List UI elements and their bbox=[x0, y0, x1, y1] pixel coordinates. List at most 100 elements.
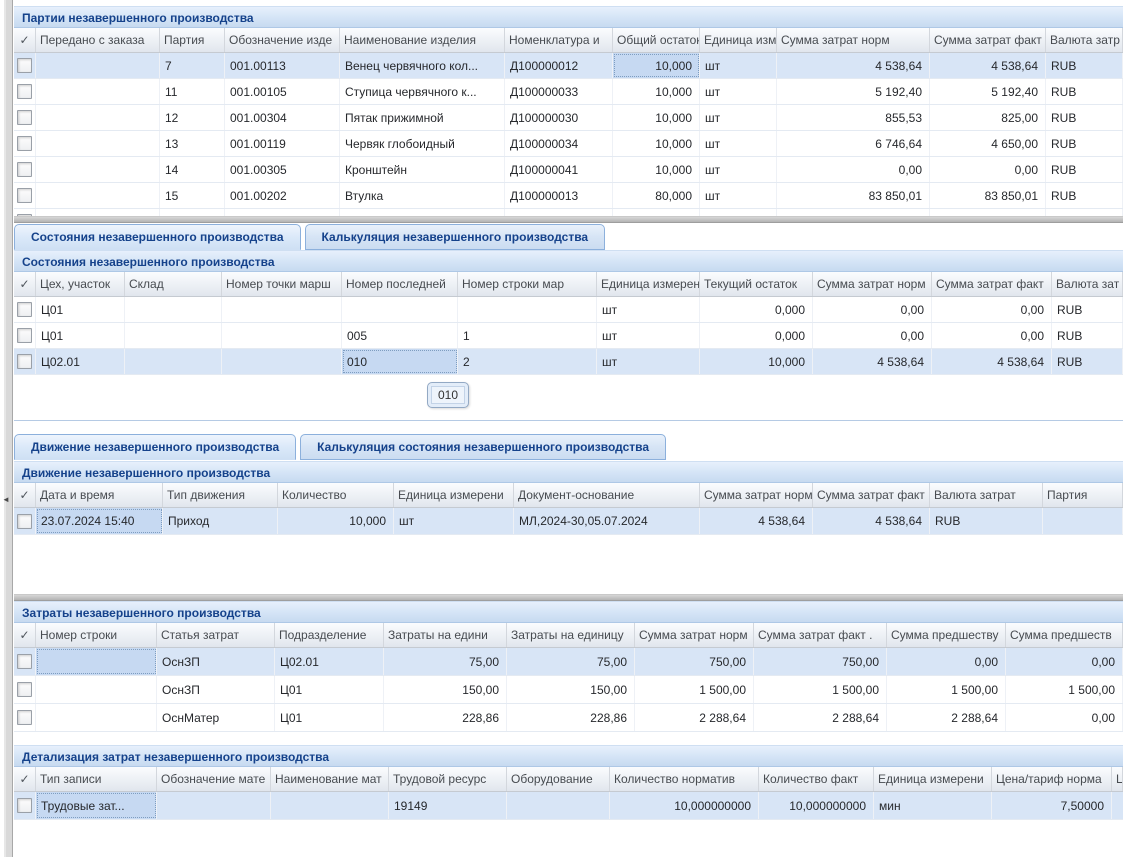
column-header[interactable]: Единица измерени bbox=[874, 767, 992, 791]
cell[interactable]: шт bbox=[700, 53, 777, 78]
cell[interactable]: 0,00 bbox=[932, 297, 1052, 322]
column-header[interactable]: Партия bbox=[160, 28, 225, 52]
cell[interactable]: 4 650,00 bbox=[930, 131, 1046, 156]
column-header[interactable]: Затраты на едини bbox=[384, 623, 507, 647]
select-all-header[interactable]: ✓ bbox=[14, 623, 36, 647]
cell[interactable]: 14 bbox=[160, 157, 225, 182]
cell[interactable]: 2 bbox=[458, 349, 597, 374]
cell[interactable]: 10,000000000 bbox=[610, 792, 759, 819]
cell[interactable] bbox=[342, 297, 458, 322]
table-row[interactable]: 7 001.00113 Венец червячного кол... Д100000… bbox=[14, 53, 1123, 79]
cell[interactable]: 0,00 bbox=[930, 157, 1046, 182]
table-row[interactable]: 12 001.00304 Пятак прижимной Д100000030 10,0… bbox=[14, 105, 1123, 131]
table-row[interactable]: Ц02.01 010 2 шт 10,000 4 538,64 4 538,64 RUB bbox=[14, 349, 1123, 375]
column-header[interactable]: Единица изм bbox=[700, 28, 777, 52]
cell[interactable]: 0,00 bbox=[813, 323, 932, 348]
column-header[interactable]: Валюта затрат bbox=[930, 483, 1043, 507]
cell[interactable]: RUB bbox=[1046, 105, 1123, 130]
table-row[interactable]: ОснЗП Ц01 150,00 150,00 1 500,00 1 500,00 1 50… bbox=[14, 676, 1123, 704]
row-checkbox[interactable] bbox=[17, 682, 32, 697]
cell[interactable]: 5 192,40 bbox=[777, 79, 930, 104]
cell[interactable]: 75,00 bbox=[507, 648, 635, 675]
cell[interactable]: 1 500,00 bbox=[887, 676, 1006, 703]
row-checkbox[interactable] bbox=[17, 136, 32, 151]
column-header[interactable]: Тип движения bbox=[163, 483, 278, 507]
cell[interactable]: 10,000 bbox=[613, 157, 700, 182]
column-header[interactable]: Подразделение bbox=[275, 623, 384, 647]
cell[interactable]: 7,50000 bbox=[992, 792, 1112, 819]
column-header[interactable]: Партия bbox=[1043, 483, 1123, 507]
column-header[interactable]: Валюта затр bbox=[1046, 28, 1123, 52]
select-all-header[interactable]: ✓ bbox=[14, 272, 36, 296]
column-header[interactable]: Номер строки мар bbox=[458, 272, 597, 296]
cell[interactable] bbox=[36, 648, 157, 675]
cell[interactable]: 150,00 bbox=[507, 676, 635, 703]
column-header[interactable]: Единица измерени bbox=[394, 483, 514, 507]
cell[interactable] bbox=[125, 349, 222, 374]
cell[interactable]: 83 850,01 bbox=[930, 183, 1046, 208]
cell[interactable] bbox=[1043, 508, 1123, 534]
row-checkbox[interactable] bbox=[17, 354, 32, 369]
column-header[interactable]: Склад bbox=[125, 272, 222, 296]
cell[interactable]: 13 bbox=[160, 131, 225, 156]
column-header[interactable]: Единица измерени bbox=[597, 272, 700, 296]
cell[interactable]: шт bbox=[700, 209, 777, 216]
cell[interactable]: шт bbox=[700, 105, 777, 130]
tab-wip-calculation[interactable]: Калькуляция незавершенного производства bbox=[304, 224, 606, 250]
cell[interactable]: 750,00 bbox=[754, 648, 887, 675]
column-header[interactable]: Текущий остаток bbox=[700, 272, 813, 296]
cell[interactable]: Ц02.01 bbox=[36, 349, 125, 374]
left-splitter-rail[interactable]: ◄ bbox=[0, 0, 13, 857]
cell[interactable]: Червяк глобоидный bbox=[340, 131, 505, 156]
cell[interactable]: 001.00305 bbox=[225, 157, 340, 182]
cell[interactable]: 23.07.2024 15:40 bbox=[36, 508, 163, 534]
table-row[interactable]: Ц01 005 1 шт 0,000 0,00 0,00 RUB bbox=[14, 323, 1123, 349]
cell[interactable]: шт bbox=[597, 349, 700, 374]
column-header[interactable]: Сумма затрат факт . bbox=[754, 623, 887, 647]
tab-wip-movement[interactable]: Движение незавершенного производства bbox=[14, 434, 297, 460]
cell[interactable]: 10,000000000 bbox=[759, 792, 874, 819]
cell[interactable] bbox=[458, 297, 597, 322]
column-header[interactable]: Количество норматив bbox=[610, 767, 759, 791]
row-checkbox[interactable] bbox=[17, 214, 32, 216]
cell[interactable]: 1 500,00 bbox=[754, 676, 887, 703]
cell[interactable]: 0,00 bbox=[932, 323, 1052, 348]
cell[interactable]: RUB bbox=[930, 508, 1043, 534]
row-checkbox[interactable] bbox=[17, 302, 32, 317]
cell[interactable]: 21 bbox=[160, 209, 225, 216]
cell[interactable]: Ц01 bbox=[275, 704, 384, 731]
column-header[interactable]: Обозначение мате bbox=[157, 767, 271, 791]
table-row[interactable]: 23.07.2024 15:40 Приход 10,000 шт МЛ,2024-30… bbox=[14, 508, 1123, 535]
column-header[interactable]: Количество bbox=[278, 483, 394, 507]
cell[interactable] bbox=[36, 704, 157, 731]
table-row[interactable]: Трудовые зат... 19149 10,000000000 10,00000… bbox=[14, 792, 1123, 820]
cell[interactable]: 750,00 bbox=[635, 648, 754, 675]
cell[interactable]: RUB bbox=[1052, 349, 1123, 374]
cell[interactable]: 001.00119 bbox=[225, 131, 340, 156]
cell[interactable]: 10,000 bbox=[700, 349, 813, 374]
cell[interactable]: Венец червячного кол... bbox=[340, 53, 505, 78]
cell[interactable]: 001.00105 bbox=[225, 79, 340, 104]
cell[interactable]: 10,000 bbox=[613, 53, 700, 78]
column-header[interactable]: Сумма предшеств bbox=[1006, 623, 1123, 647]
cell[interactable] bbox=[36, 131, 160, 156]
cell[interactable]: 10,000 bbox=[613, 79, 700, 104]
cell[interactable]: 10,000 bbox=[613, 209, 700, 216]
tab-wip-states[interactable]: Состояния незавершенного производства bbox=[14, 224, 301, 250]
cell[interactable]: Ц01 bbox=[36, 297, 125, 322]
column-header[interactable]: Общий остаток . bbox=[613, 28, 700, 52]
cell[interactable]: Втулка bbox=[340, 183, 505, 208]
column-header[interactable]: Статья затрат bbox=[157, 623, 275, 647]
cell[interactable] bbox=[125, 323, 222, 348]
cell[interactable] bbox=[157, 792, 271, 819]
cell[interactable] bbox=[36, 79, 160, 104]
cell[interactable]: 0,00 bbox=[777, 157, 930, 182]
cell[interactable]: Д100000018 bbox=[505, 209, 613, 216]
row-checkbox[interactable] bbox=[17, 188, 32, 203]
cell[interactable] bbox=[36, 105, 160, 130]
cell[interactable]: 0,00 bbox=[1006, 648, 1123, 675]
select-all-header[interactable]: ✓ bbox=[14, 483, 36, 507]
cell[interactable]: Приход bbox=[163, 508, 278, 534]
horizontal-splitter[interactable] bbox=[14, 594, 1123, 601]
column-header[interactable]: Номенклатура и bbox=[505, 28, 613, 52]
